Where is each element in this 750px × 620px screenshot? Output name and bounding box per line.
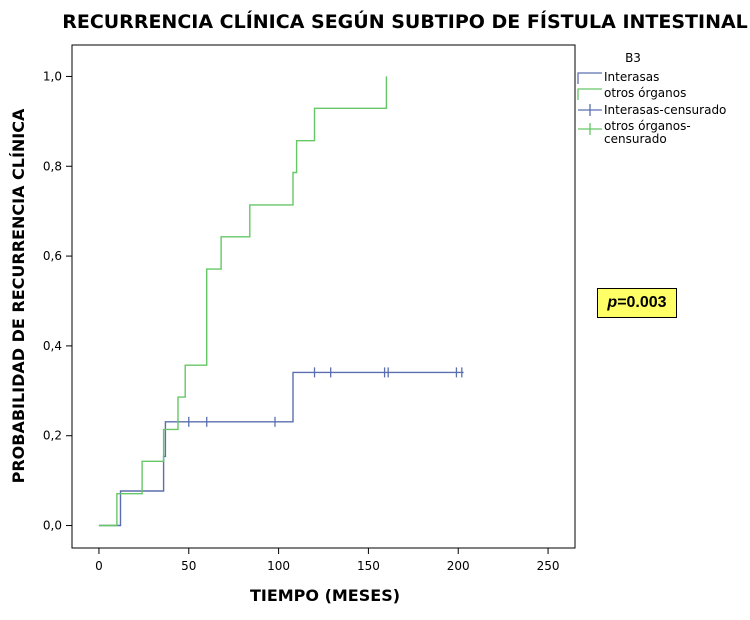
y-tick-label: 1,0 xyxy=(43,69,62,83)
legend-label-interasas: Interasas xyxy=(604,70,659,84)
series-layer xyxy=(98,76,464,527)
chart-title: RECURRENCIA CLÍNICA SEGÚN SUBTIPO DE FÍS… xyxy=(62,9,748,33)
legend-swatch-otros xyxy=(577,88,602,100)
legend-label-otros: otros órganos xyxy=(604,86,686,100)
legend-swatch-interasas xyxy=(577,72,602,84)
p-value: =0.003 xyxy=(617,294,667,311)
legend: B3 Interasas otros órganos Interasas-cen… xyxy=(577,51,726,146)
x-tick-label: 250 xyxy=(537,559,560,573)
y-tick-label: 0,8 xyxy=(43,159,62,173)
y-axis-title: PROBABILIDAD DE RECURRENCIA CLÍNICA xyxy=(9,108,28,483)
legend-label-otros-cens-1: otros órganos- xyxy=(604,119,691,133)
x-tick-label: 50 xyxy=(181,559,196,573)
x-tick-label: 150 xyxy=(357,559,380,573)
x-tick-label: 0 xyxy=(95,559,103,573)
series-line-interasas xyxy=(98,371,464,527)
x-axis-title: TIEMPO (MESES) xyxy=(250,586,400,605)
y-tick-label: 0,2 xyxy=(43,429,62,443)
legend-label-otros-cens-2: censurado xyxy=(604,132,667,146)
p-symbol: p xyxy=(607,294,618,311)
legend-title: B3 xyxy=(625,51,641,65)
series-line-otros-organos xyxy=(98,76,388,527)
y-axis: 0,0 0,2 0,4 0,6 0,8 1,0 xyxy=(43,69,72,533)
x-tick-label: 200 xyxy=(447,559,470,573)
censor-layer xyxy=(188,367,463,427)
x-axis: 0 50 100 150 200 250 xyxy=(95,548,560,573)
x-tick-label: 100 xyxy=(267,559,290,573)
y-tick-label: 0,4 xyxy=(43,339,62,353)
p-value-annotation: p =0.003 xyxy=(597,288,677,318)
y-tick-label: 0,0 xyxy=(43,519,62,533)
legend-label-interasas-cens: Interasas-censurado xyxy=(604,103,726,117)
y-tick-label: 0,6 xyxy=(43,249,62,263)
plot-frame xyxy=(71,44,576,549)
